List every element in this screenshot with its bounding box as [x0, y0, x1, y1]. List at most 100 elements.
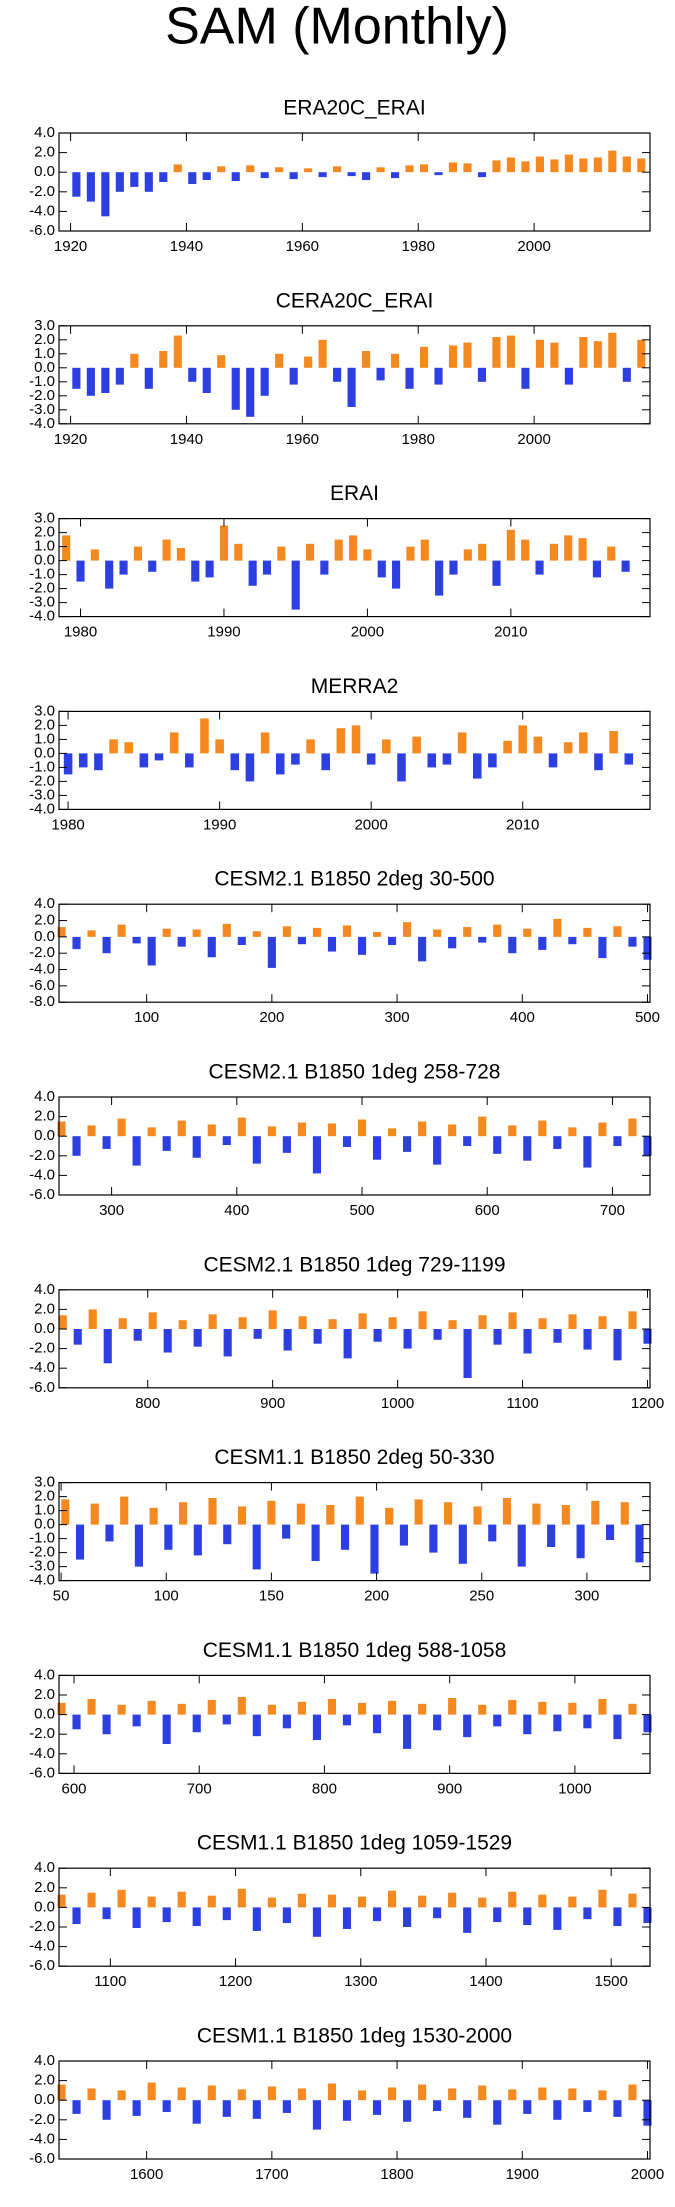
panel-title: CERA20C_ERAI [276, 289, 434, 312]
y-tick-label: 2.0 [34, 524, 55, 541]
bar [372, 1907, 382, 1922]
bar [222, 1907, 231, 1921]
plot-frame [58, 517, 651, 618]
bar [304, 168, 313, 173]
y-tick-label: 0.0 [34, 1706, 55, 1723]
bar [200, 718, 209, 754]
bar [193, 1329, 202, 1347]
y-tick-label: 2.0 [34, 144, 55, 161]
y-tick-label: 2.0 [34, 331, 55, 348]
bar [535, 560, 544, 575]
bar [593, 157, 602, 173]
bar [267, 1500, 276, 1525]
bar [583, 1329, 592, 1350]
bar [148, 560, 157, 572]
bar [260, 367, 269, 396]
bar [336, 728, 346, 754]
x-tick-label: 1000 [381, 1395, 414, 1412]
bar [222, 1136, 231, 1146]
bar [506, 529, 515, 561]
bar [492, 160, 501, 173]
bar [508, 1699, 517, 1715]
x-tick-label: 1920 [54, 431, 87, 448]
bar [282, 1136, 291, 1153]
bar [553, 1329, 562, 1343]
bar [119, 560, 128, 575]
bar [275, 167, 284, 173]
bar [291, 560, 300, 610]
bar [553, 2100, 562, 2120]
bar [643, 1714, 652, 1733]
bar [102, 1714, 111, 1735]
bar [488, 753, 497, 768]
y-tick-label: -6.0 [29, 1764, 55, 1781]
bar [305, 543, 315, 561]
bar [179, 1502, 188, 1525]
bar [478, 1897, 487, 1908]
bar [478, 1116, 487, 1137]
bar [405, 367, 414, 389]
bar [609, 731, 618, 754]
bar [219, 525, 229, 561]
bar [385, 1507, 394, 1525]
bar [217, 355, 226, 368]
bar [162, 928, 171, 937]
bar [357, 1702, 367, 1715]
y-tick-label: 2.0 [34, 1488, 55, 1505]
bar [267, 2086, 276, 2101]
y-tick-label: -3.0 [29, 401, 55, 418]
bar [57, 1894, 66, 1908]
bar [318, 339, 327, 368]
y-tick-label: -2.0 [29, 580, 55, 597]
bar [118, 1318, 127, 1329]
x-tick-label: 2000 [354, 816, 387, 833]
bar [58, 1315, 67, 1329]
bar [164, 1524, 173, 1550]
bar [327, 1123, 337, 1137]
bar [433, 1714, 442, 1731]
bar [492, 560, 501, 586]
bar [433, 1136, 442, 1165]
bar [448, 1697, 457, 1715]
bar [252, 1524, 261, 1570]
panel-title: CESM1.1 B1850 1deg 1530-2000 [197, 2025, 512, 2048]
bar [403, 922, 412, 937]
bar [429, 1524, 438, 1553]
bar [237, 1888, 246, 1908]
y-tick-label: 2.0 [34, 716, 55, 733]
panel-title: CESM2.1 B1850 2deg 30-500 [214, 868, 494, 891]
bar [448, 162, 458, 173]
bar [493, 924, 502, 937]
bar [576, 1524, 585, 1559]
bar [169, 732, 179, 754]
y-tick-label: -6.0 [29, 222, 55, 239]
bar [72, 1136, 81, 1156]
bar [342, 1907, 352, 1929]
bar [492, 337, 501, 368]
bar [147, 1700, 156, 1715]
bar [327, 1894, 337, 1908]
bar [208, 1498, 217, 1525]
bar [568, 2088, 577, 2101]
bar [105, 1524, 114, 1542]
bar [444, 1502, 453, 1525]
bar [246, 367, 255, 417]
x-tick-label: 2000 [631, 2166, 664, 2183]
bar [508, 2089, 517, 2101]
x-tick-label: 1940 [170, 431, 203, 448]
bar [568, 936, 577, 945]
bar [101, 172, 110, 217]
x-tick-label: 1000 [558, 1780, 591, 1797]
bar [87, 930, 96, 937]
bar [433, 2100, 442, 2111]
bar [621, 560, 630, 572]
bar [613, 1714, 622, 1740]
y-tick-label: -3.0 [29, 1558, 55, 1575]
bar [553, 1907, 562, 1930]
bar [435, 560, 444, 596]
plot-frame [58, 1674, 651, 1775]
y-tick-label: -1.0 [29, 566, 55, 583]
bar [327, 2083, 337, 2101]
bar [493, 1907, 502, 1923]
bar [222, 1714, 231, 1725]
